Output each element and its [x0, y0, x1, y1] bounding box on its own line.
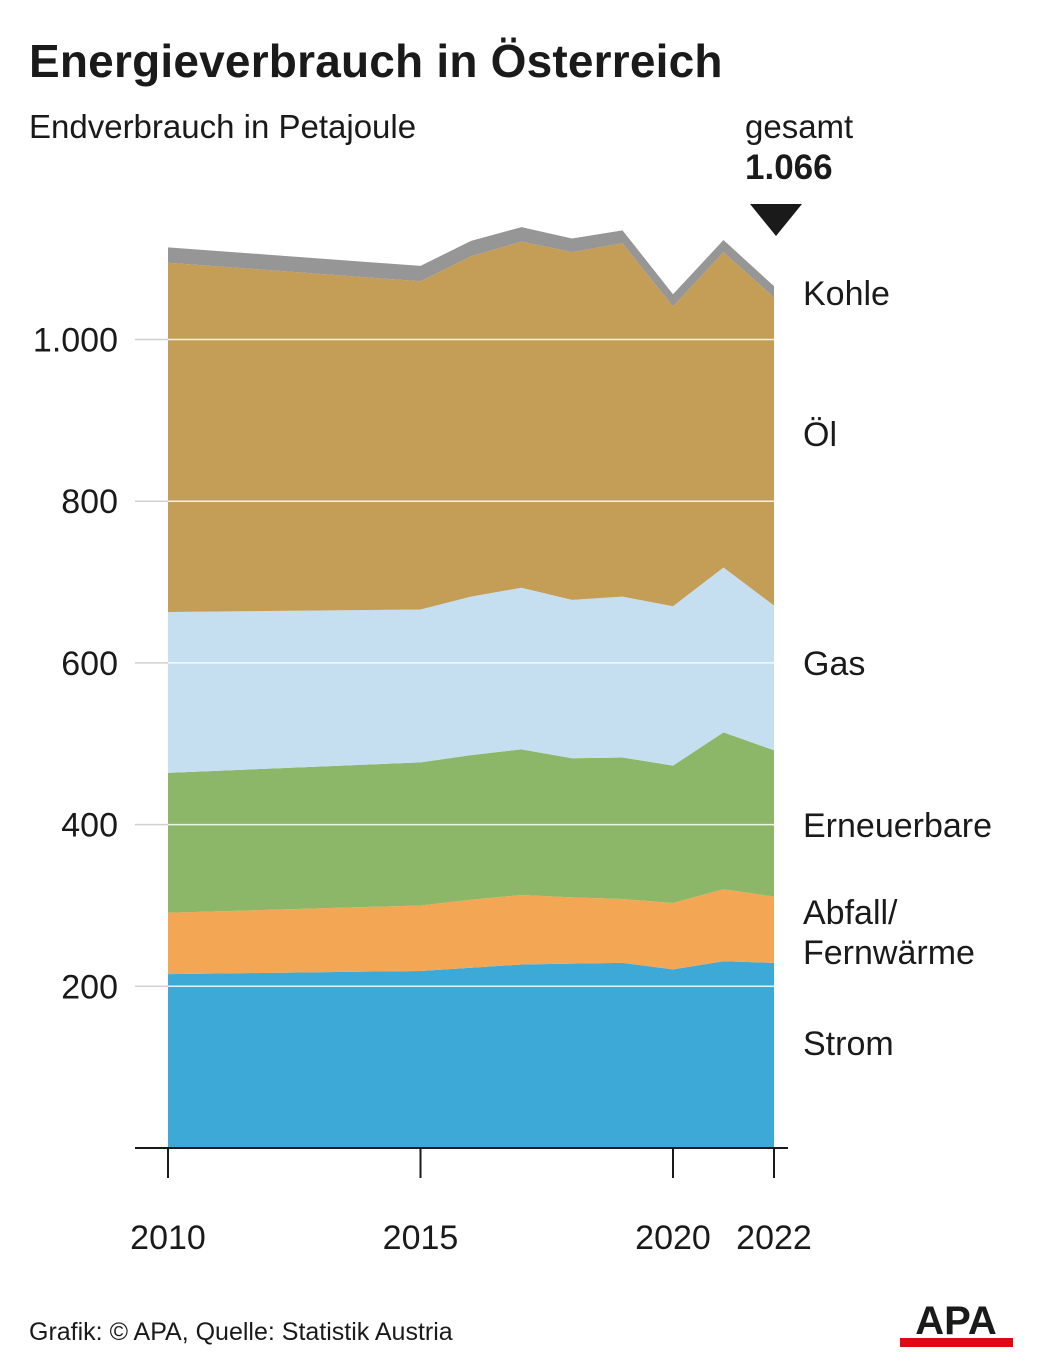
x-tick-label-0: 2010	[130, 1219, 206, 1257]
y-tick-label-0: 200	[61, 968, 118, 1006]
apa-logo: APA	[900, 1299, 1013, 1347]
area-0	[168, 961, 774, 1148]
svg-text:APA: APA	[915, 1299, 996, 1343]
area-2	[168, 732, 774, 913]
series-label-2: Erneuerbare	[803, 807, 992, 845]
x-tick-label-2: 2020	[635, 1219, 711, 1257]
series-label-5: Kohle	[803, 275, 890, 313]
area-chart: 200 400 600 800 1.000 2010 2015 2020 2022 Strom Ab…	[33, 227, 992, 1257]
series-label-3: Gas	[803, 645, 865, 683]
series-label-0: Strom	[803, 1025, 894, 1063]
y-tick-label-4: 1.000	[33, 322, 118, 360]
total-label: gesamt	[745, 108, 854, 145]
series-label-4: Öl	[803, 416, 837, 454]
x-tick-label-1: 2015	[383, 1219, 459, 1257]
area-3	[168, 567, 774, 773]
y-tick-label-2: 600	[61, 645, 118, 683]
area-5	[168, 227, 774, 307]
down-arrow-icon	[750, 204, 802, 236]
x-tick-label-3: 2022	[736, 1219, 812, 1257]
area-1	[168, 889, 774, 975]
source-credit: Grafik: © APA, Quelle: Statistik Austria	[29, 1318, 453, 1346]
total-value: 1.066	[745, 148, 833, 187]
chart-title: Energieverbrauch in Österreich	[29, 35, 723, 87]
area-4	[168, 241, 774, 612]
y-tick-label-3: 800	[61, 483, 118, 521]
series-label-1: Abfall/Fernwärme	[803, 894, 975, 972]
chart-subtitle: Endverbrauch in Petajoule	[29, 108, 417, 145]
y-tick-label-1: 400	[61, 807, 118, 845]
